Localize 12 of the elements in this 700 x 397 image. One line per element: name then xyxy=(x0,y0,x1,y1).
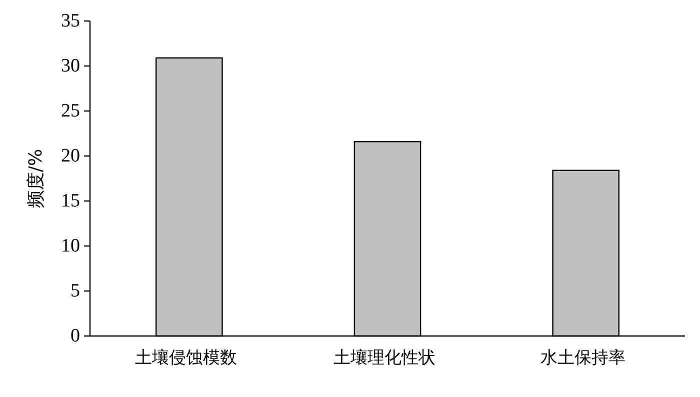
x-tick-label: 土壤理化性状 xyxy=(334,348,436,368)
y-axis-title: 频度/% xyxy=(26,148,46,208)
y-tick-label: 15 xyxy=(61,190,80,212)
y-tick-label: 10 xyxy=(61,236,80,256)
y-tick-label: 35 xyxy=(61,10,80,32)
y-tick-label: 20 xyxy=(61,146,80,166)
x-tick-label: 土壤侵蚀模数 xyxy=(135,348,238,368)
y-tick-label: 0 xyxy=(70,326,80,346)
x-tick-label: 水土保持率 xyxy=(540,348,626,368)
y-tick-label: 30 xyxy=(61,56,80,76)
y-tick-label: 5 xyxy=(70,280,80,302)
y-tick-label: 25 xyxy=(61,100,80,122)
